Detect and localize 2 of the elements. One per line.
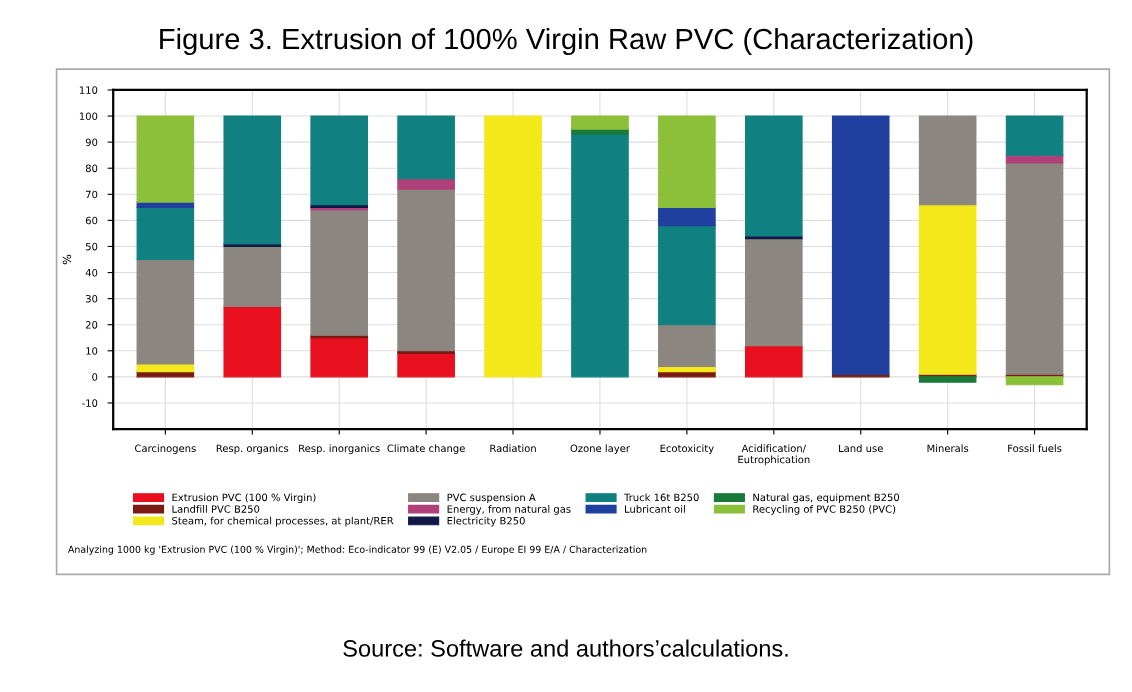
- source-note: Source: Software and authors’calculations.: [343, 639, 788, 657]
- chart-title: Figure 3. Extrusion of 100% Virgin Raw PVC (Characterization): [160, 27, 973, 56]
